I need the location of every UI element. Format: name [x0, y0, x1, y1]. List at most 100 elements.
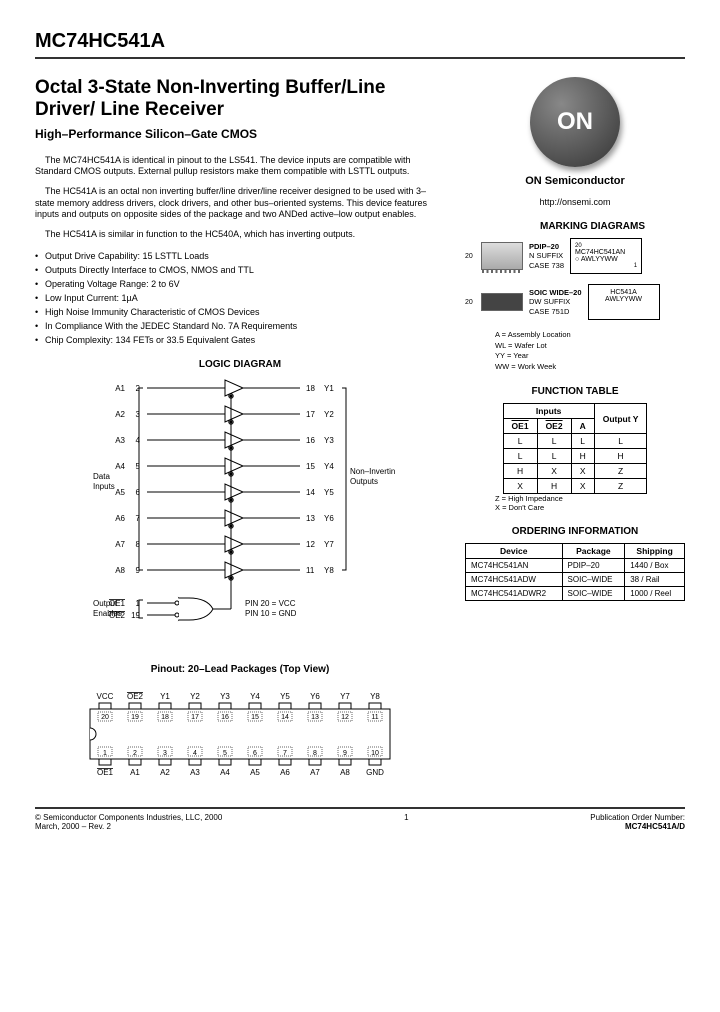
svg-text:13: 13 [311, 714, 319, 721]
svg-text:Y5: Y5 [324, 488, 334, 497]
svg-text:Y7: Y7 [340, 692, 350, 701]
svg-text:Y5: Y5 [280, 692, 290, 701]
ordering-table: DevicePackageShippingMC74HC541ANPDIP–201… [465, 543, 685, 601]
svg-text:A6: A6 [115, 514, 125, 523]
svg-text:11: 11 [306, 566, 315, 575]
svg-text:7: 7 [136, 514, 141, 523]
marking-legend: A = Assembly Location WL = Wafer Lot YY … [495, 330, 685, 372]
svg-text:4: 4 [136, 436, 141, 445]
pdip-package-row: 20 PDIP–20 N SUFFIX CASE 738 20 MC74HC54… [465, 238, 685, 274]
svg-text:12: 12 [341, 714, 349, 721]
svg-text:A1: A1 [115, 384, 125, 393]
brand-name: ON Semiconductor [465, 175, 685, 187]
svg-text:A5: A5 [250, 768, 260, 777]
svg-text:2: 2 [133, 750, 137, 757]
svg-text:A5: A5 [115, 488, 125, 497]
svg-text:A2: A2 [160, 768, 170, 777]
svg-text:10: 10 [371, 750, 379, 757]
feature-item: High Noise Immunity Characteristic of CM… [35, 307, 445, 317]
svg-text:5: 5 [223, 750, 227, 757]
soic-marking: HC541A AWLYYWW [588, 284, 660, 320]
ordering-header: ORDERING INFORMATION [465, 526, 685, 537]
svg-text:16: 16 [221, 714, 229, 721]
pdip-icon [481, 242, 523, 270]
pinout-diagram: 20VCC1OE119OE22A118Y13A217Y24A316Y35A415… [70, 683, 410, 793]
svg-text:PIN 10 = GND: PIN 10 = GND [245, 609, 297, 618]
function-table-header: FUNCTION TABLE [465, 386, 685, 397]
svg-text:Enables: Enables [93, 609, 122, 618]
svg-text:13: 13 [306, 514, 315, 523]
svg-text:A4: A4 [115, 462, 125, 471]
intro-para-2: The HC541A is an octal non inverting buf… [35, 186, 445, 221]
pdip-pin20: 20 [465, 253, 475, 260]
svg-text:A2: A2 [115, 410, 125, 419]
intro-para-1: The MC74HC541A is identical in pinout to… [35, 155, 445, 178]
svg-text:Y7: Y7 [324, 540, 334, 549]
svg-text:Y1: Y1 [160, 692, 170, 701]
main-title: Octal 3-State Non-Inverting Buffer/Line … [35, 77, 445, 121]
svg-text:3: 3 [136, 410, 141, 419]
left-column: Octal 3-State Non-Inverting Buffer/Line … [35, 77, 445, 793]
svg-text:5: 5 [136, 462, 141, 471]
subtitle: High–Performance Silicon–Gate CMOS [35, 127, 445, 141]
part-number: MC74HC541A [35, 30, 685, 53]
svg-text:6: 6 [136, 488, 141, 497]
svg-text:A4: A4 [220, 768, 230, 777]
feature-item: Outputs Directly Interface to CMOS, NMOS… [35, 265, 445, 275]
svg-text:14: 14 [281, 714, 289, 721]
svg-text:6: 6 [253, 750, 257, 757]
footer-left: © Semiconductor Components Industries, L… [35, 813, 222, 831]
svg-text:Output: Output [93, 599, 118, 608]
soic-info: SOIC WIDE–20 DW SUFFIX CASE 751D [529, 288, 582, 316]
website-url: http://onsemi.com [465, 197, 685, 207]
svg-text:20: 20 [101, 714, 109, 721]
pdip-marking: 20 MC74HC541AN ○ AWLYYWW 1 [570, 238, 642, 274]
svg-text:A3: A3 [190, 768, 200, 777]
svg-text:18: 18 [306, 384, 315, 393]
svg-text:7: 7 [283, 750, 287, 757]
svg-text:A7: A7 [115, 540, 125, 549]
footer-page: 1 [404, 813, 408, 831]
pinout-header: Pinout: 20–Lead Packages (Top View) [35, 664, 445, 675]
feature-item: Low Input Current: 1µA [35, 293, 445, 303]
soic-pin20: 20 [465, 299, 475, 306]
svg-text:Y6: Y6 [310, 692, 320, 701]
svg-text:Y8: Y8 [370, 692, 380, 701]
svg-text:Y3: Y3 [324, 436, 334, 445]
pdip-info: PDIP–20 N SUFFIX CASE 738 [529, 242, 564, 270]
svg-text:GND: GND [366, 768, 384, 777]
on-logo: ON [530, 77, 620, 167]
svg-text:8: 8 [136, 540, 141, 549]
function-table: InputsOutput YOE1OE2ALLLLLLHHHXXZXHXZ [503, 403, 648, 494]
svg-text:11: 11 [371, 714, 378, 721]
svg-text:15: 15 [306, 462, 315, 471]
feature-item: In Compliance With the JEDEC Standard No… [35, 321, 445, 331]
intro-para-3: The HC541A is similar in function to the… [35, 229, 445, 241]
svg-text:4: 4 [193, 750, 197, 757]
svg-text:17: 17 [306, 410, 315, 419]
svg-text:OE1: OE1 [97, 768, 114, 777]
svg-text:Y2: Y2 [324, 410, 334, 419]
svg-text:A3: A3 [115, 436, 125, 445]
function-table-note: Z = High Impedance X = Don't Care [495, 494, 685, 512]
svg-text:A8: A8 [340, 768, 350, 777]
feature-item: Chip Complexity: 134 FETs or 33.5 Equiva… [35, 335, 445, 345]
feature-item: Output Drive Capability: 15 LSTTL Loads [35, 251, 445, 261]
svg-text:8: 8 [313, 750, 317, 757]
svg-text:Y8: Y8 [324, 566, 334, 575]
svg-text:9: 9 [343, 750, 347, 757]
svg-text:OE2: OE2 [127, 692, 144, 701]
svg-text:A8: A8 [115, 566, 125, 575]
svg-text:A1: A1 [130, 768, 140, 777]
soic-icon [481, 293, 523, 311]
soic-package-row: 20 SOIC WIDE–20 DW SUFFIX CASE 751D HC54… [465, 284, 685, 320]
feature-list: Output Drive Capability: 15 LSTTL Loads O… [35, 251, 445, 345]
svg-text:Y3: Y3 [220, 692, 230, 701]
svg-text:18: 18 [161, 714, 169, 721]
svg-text:PIN 20 = VCC: PIN 20 = VCC [245, 599, 296, 608]
logic-diagram-header: LOGIC DIAGRAM [35, 359, 445, 370]
footer: © Semiconductor Components Industries, L… [35, 807, 685, 831]
feature-item: Operating Voltage Range: 2 to 6V [35, 279, 445, 289]
svg-text:Y4: Y4 [250, 692, 260, 701]
svg-text:Y6: Y6 [324, 514, 334, 523]
